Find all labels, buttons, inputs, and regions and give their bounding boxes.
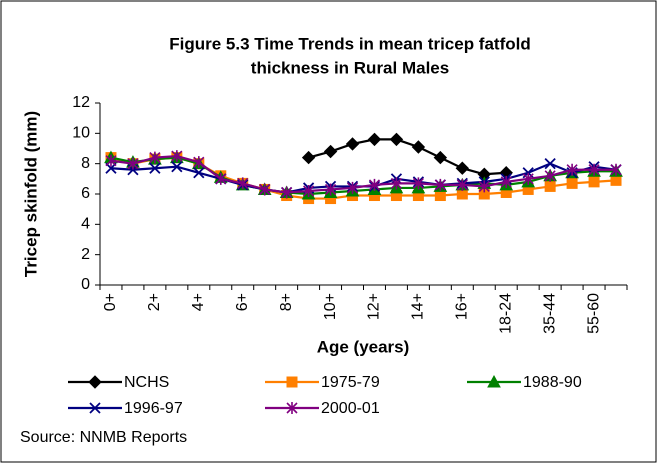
marker xyxy=(487,374,501,388)
marker xyxy=(88,375,102,389)
marker xyxy=(149,162,161,174)
y-axis-title: Tricep skinfold (mm) xyxy=(21,111,40,277)
marker xyxy=(286,376,298,388)
marker xyxy=(171,161,183,173)
marker xyxy=(346,181,359,194)
marker xyxy=(434,178,446,191)
x-tick-label: 6+ xyxy=(234,293,251,311)
x-tick-label: 16+ xyxy=(454,293,471,320)
marker xyxy=(433,150,448,165)
marker xyxy=(412,177,424,190)
x-axis-title: Age (years) xyxy=(317,337,410,356)
x-tick-label: 35-44 xyxy=(541,293,558,334)
marker xyxy=(544,158,556,170)
marker xyxy=(281,186,293,199)
legend-label: 2000-01 xyxy=(321,400,380,417)
y-tick-label: 6 xyxy=(81,185,90,202)
marker xyxy=(171,150,183,163)
marker xyxy=(522,172,534,185)
marker xyxy=(286,402,298,414)
marker xyxy=(149,151,161,164)
marker xyxy=(324,183,337,196)
marker xyxy=(610,174,622,186)
x-tick-label: 18-24 xyxy=(497,293,514,334)
series-line xyxy=(110,156,617,196)
marker xyxy=(105,154,117,167)
marker xyxy=(390,177,403,190)
marker xyxy=(301,150,316,165)
x-tick-label: 0+ xyxy=(102,293,119,311)
y-tick-label: 4 xyxy=(81,216,90,233)
x-tick-label: 2+ xyxy=(146,293,163,311)
legend-label: 1988-90 xyxy=(523,374,582,391)
marker xyxy=(566,163,578,176)
y-tick-label: 10 xyxy=(72,125,90,142)
x-tick-label: 14+ xyxy=(410,293,427,320)
x-tick-label: 10+ xyxy=(322,293,339,320)
marker xyxy=(389,132,404,147)
marker xyxy=(89,402,101,414)
marker xyxy=(237,177,249,190)
x-tick-label: 8+ xyxy=(278,293,295,311)
marker xyxy=(323,144,338,159)
marker xyxy=(193,156,205,169)
y-tick-label: 8 xyxy=(81,155,90,172)
legend-label: NCHS xyxy=(124,374,169,391)
chart-title: Figure 5.3 Time Trends in mean tricep fa… xyxy=(169,34,531,53)
marker xyxy=(478,180,490,193)
marker xyxy=(215,172,227,185)
marker xyxy=(588,176,600,188)
marker xyxy=(566,177,578,189)
marker xyxy=(368,178,381,191)
x-tick-label: 55-60 xyxy=(585,293,602,334)
marker xyxy=(434,190,446,202)
marker xyxy=(345,137,360,151)
series-line xyxy=(110,154,617,194)
marker xyxy=(411,140,426,154)
marker xyxy=(259,183,271,196)
marker xyxy=(610,163,622,176)
x-tick-label: 4+ xyxy=(190,293,207,311)
marker xyxy=(544,180,556,192)
series-line xyxy=(308,138,507,176)
marker xyxy=(544,169,556,182)
marker xyxy=(367,132,382,147)
y-tick-label: 2 xyxy=(81,246,90,263)
legend-label: 1996-97 xyxy=(124,400,183,417)
marker xyxy=(455,161,470,175)
marker xyxy=(456,178,468,191)
marker xyxy=(303,184,315,197)
y-tick-label: 0 xyxy=(81,276,90,293)
marker xyxy=(588,163,600,176)
marker xyxy=(193,167,205,179)
marker xyxy=(500,175,512,188)
legend-label: 1975-79 xyxy=(321,374,380,391)
x-tick-label: 12+ xyxy=(366,293,383,320)
marker xyxy=(127,157,139,170)
chart-subtitle: thickness in Rural Males xyxy=(251,58,449,77)
y-tick-label: 12 xyxy=(72,94,90,111)
source-note: Source: NNMB Reports xyxy=(20,429,187,446)
